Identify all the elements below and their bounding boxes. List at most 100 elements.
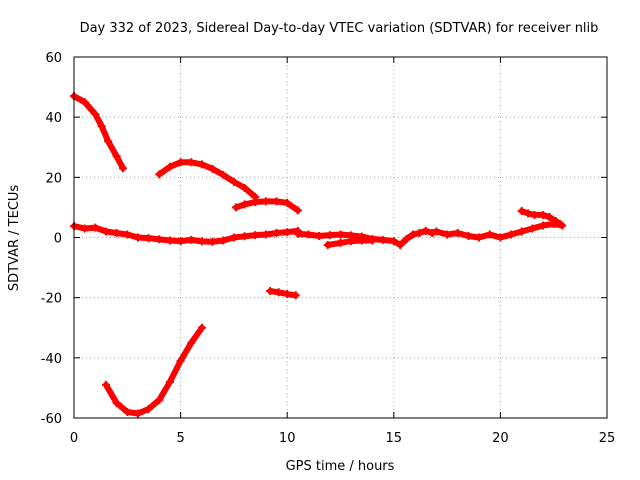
data-point: [112, 152, 121, 161]
y-tick-label: -60: [41, 412, 62, 427]
y-axis-label: SDTVAR / TECUs: [7, 185, 22, 292]
x-tick-label: 25: [599, 431, 616, 446]
data-point: [101, 380, 110, 389]
x-tick-label: 5: [176, 431, 184, 446]
series-low-branch: [323, 236, 377, 250]
data-point: [208, 237, 217, 246]
data-point: [272, 228, 281, 237]
data-point: [315, 231, 324, 240]
data-point: [208, 164, 217, 173]
data-point: [197, 160, 206, 169]
y-tick-label: 60: [45, 51, 62, 66]
data-point: [251, 198, 260, 207]
data-point: [325, 231, 334, 240]
data-point: [408, 230, 417, 239]
data-point: [421, 226, 430, 235]
data-point: [229, 233, 238, 242]
data-point: [551, 216, 560, 225]
series-trace: [156, 159, 259, 200]
data-point: [155, 395, 164, 404]
data-point: [229, 177, 238, 186]
y-tick-label: 40: [45, 111, 62, 126]
data-layer: [70, 92, 567, 418]
data-point: [368, 236, 377, 245]
data-point: [112, 228, 121, 237]
data-point: [232, 203, 241, 212]
data-point: [91, 110, 100, 119]
data-point: [453, 228, 462, 237]
series-baseline: [70, 222, 302, 246]
data-point: [176, 158, 185, 167]
series-bump-21h: [517, 207, 565, 228]
data-point: [539, 221, 548, 230]
data-point: [144, 404, 153, 413]
data-point: [389, 237, 398, 246]
data-point: [283, 290, 292, 299]
data-point: [155, 235, 164, 244]
x-tick-label: 0: [70, 431, 78, 446]
data-point: [336, 230, 345, 239]
data-point: [133, 409, 142, 418]
data-point: [379, 235, 388, 244]
data-point: [176, 356, 185, 365]
tick-layer: 0 5 10 15 20 25 -60 -40 -20 0 20 40 60: [41, 51, 616, 446]
data-point: [357, 236, 366, 245]
data-point: [251, 231, 260, 240]
series-mid: [293, 219, 567, 250]
data-point: [240, 232, 249, 241]
data-point: [323, 241, 332, 250]
data-point: [101, 227, 110, 236]
data-point: [133, 233, 142, 242]
data-point: [91, 223, 100, 232]
data-point: [293, 206, 302, 215]
data-point: [176, 237, 185, 246]
data-point: [80, 224, 89, 233]
data-point: [155, 170, 164, 179]
series-arc-mid: [155, 158, 260, 201]
y-tick-label: -40: [41, 352, 62, 367]
data-point: [283, 198, 292, 207]
data-point: [517, 227, 526, 236]
data-point: [165, 162, 174, 171]
data-point: [240, 200, 249, 209]
series-neg-segment: [266, 287, 300, 300]
series-arc-late: [232, 197, 302, 215]
data-point: [539, 210, 548, 219]
data-point: [443, 230, 452, 239]
data-point: [123, 230, 132, 239]
data-point: [291, 291, 300, 300]
data-point: [507, 230, 516, 239]
data-point: [517, 207, 526, 216]
data-point: [528, 224, 537, 233]
data-point: [165, 377, 174, 386]
data-point: [293, 229, 302, 238]
x-tick-label: 15: [386, 431, 403, 446]
data-point: [187, 158, 196, 167]
data-point: [240, 183, 249, 192]
data-point: [97, 122, 106, 131]
data-point: [464, 231, 473, 240]
x-tick-label: 10: [279, 431, 296, 446]
data-point: [283, 228, 292, 237]
data-point: [187, 338, 196, 347]
series-arc-early: [70, 92, 128, 173]
data-point: [123, 407, 132, 416]
data-point: [556, 219, 565, 228]
y-tick-label: 0: [54, 232, 62, 247]
data-point: [197, 237, 206, 246]
series-trace: [267, 288, 299, 299]
data-point: [80, 98, 89, 107]
data-point: [261, 230, 270, 239]
y-tick-label: 20: [45, 171, 62, 186]
data-point: [119, 164, 128, 173]
data-point: [219, 170, 228, 179]
series-trace: [71, 223, 301, 245]
data-point: [475, 233, 484, 242]
data-point: [415, 228, 424, 237]
y-tick-label: -20: [41, 292, 62, 307]
data-point: [347, 237, 356, 246]
data-point: [304, 230, 313, 239]
data-point: [272, 197, 281, 206]
